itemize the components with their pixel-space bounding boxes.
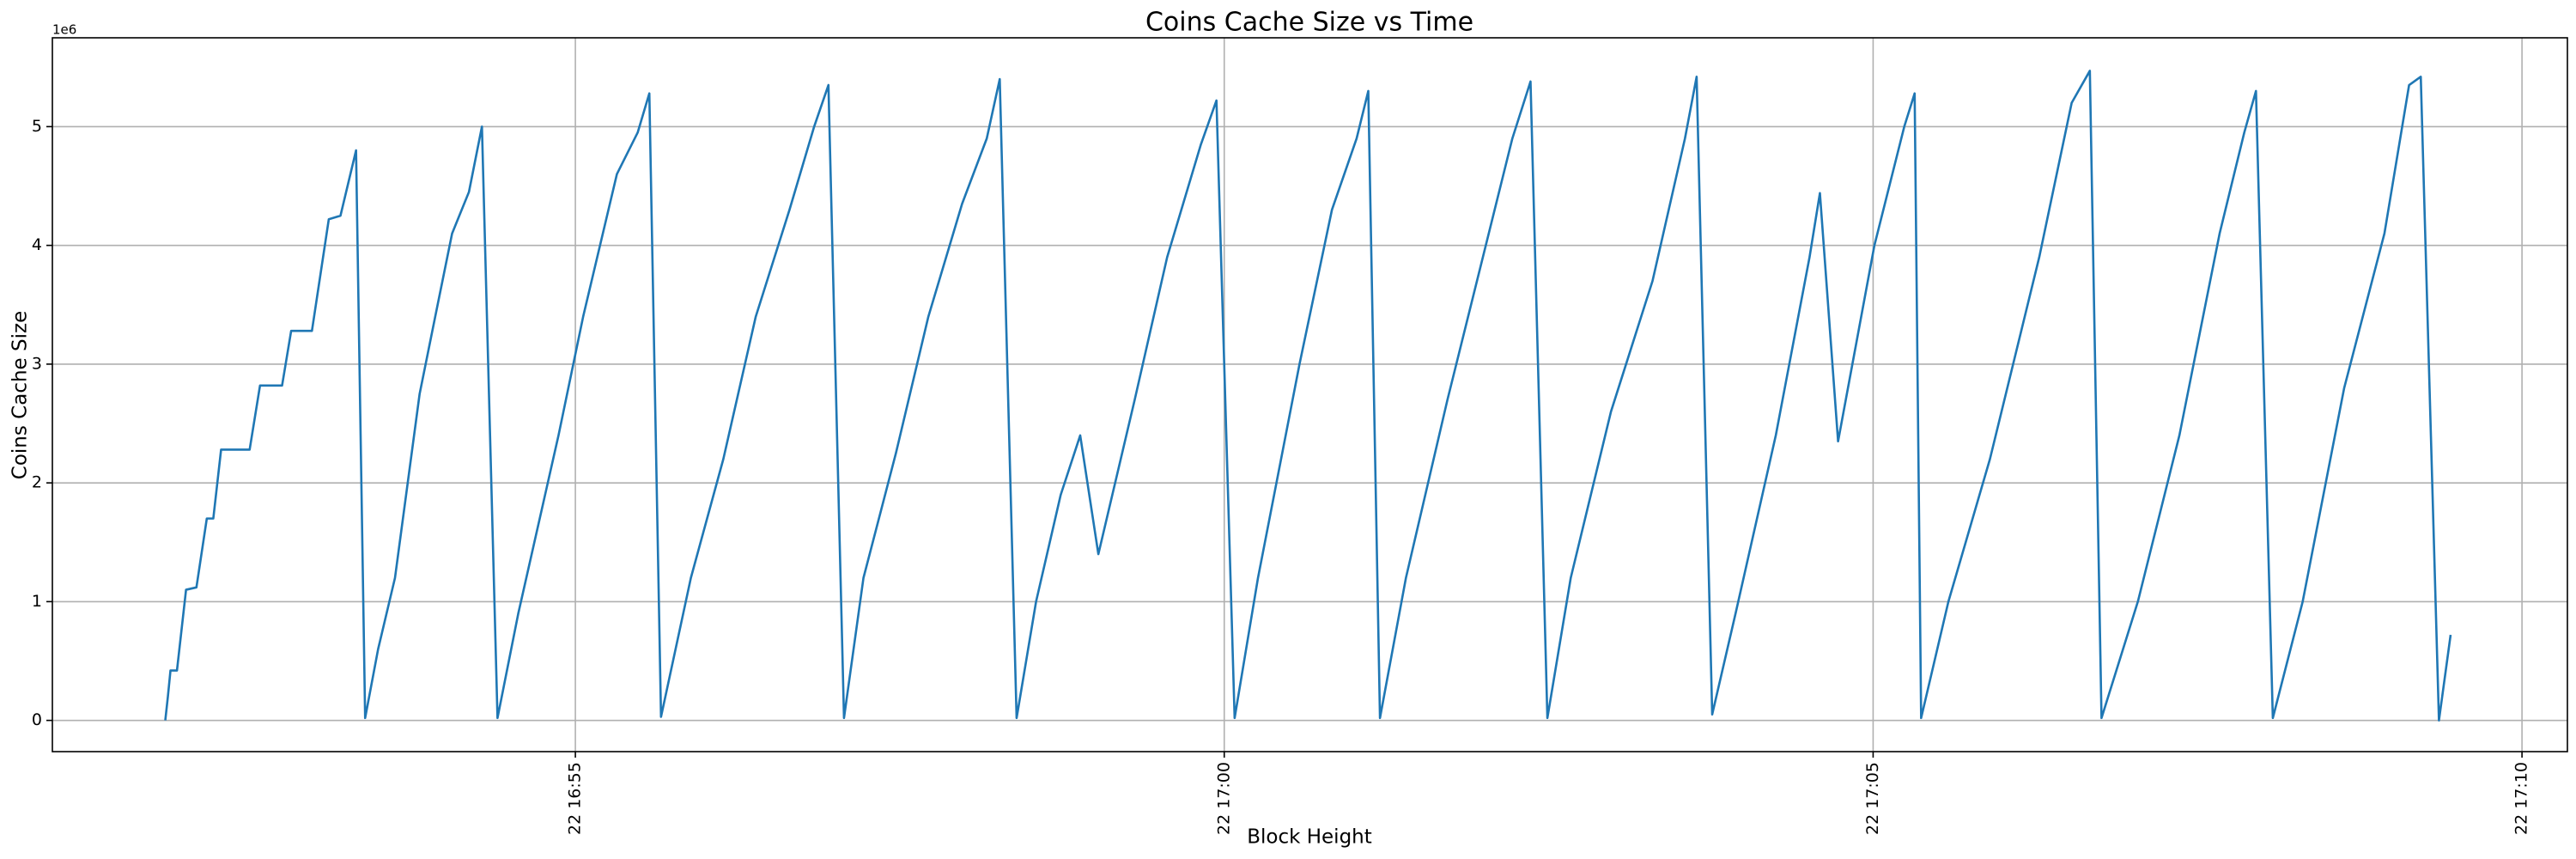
x-tick-label: 22 17:10 [2512,762,2531,835]
x-tick-label: 22 16:55 [566,762,585,835]
y-offset-label: 1e6 [52,22,76,38]
plot-frame [52,37,2568,752]
x-tick-label: 22 17:00 [1214,762,1233,835]
data-line [164,70,2452,722]
y-tick-label: 4 [32,235,42,254]
y-tick-label: 5 [32,117,42,136]
y-tick-label: 0 [32,710,42,729]
y-tick-label: 2 [32,473,42,492]
chart-title: Coins Cache Size vs Time [1145,8,1473,38]
y-axis-label: Coins Cache Size [9,311,32,479]
y-tick-label: 3 [32,354,42,373]
x-tick-label: 22 17:05 [1863,762,1882,835]
x-axis-label: Block Height [1247,826,1372,849]
y-tick-label: 1 [32,592,42,611]
